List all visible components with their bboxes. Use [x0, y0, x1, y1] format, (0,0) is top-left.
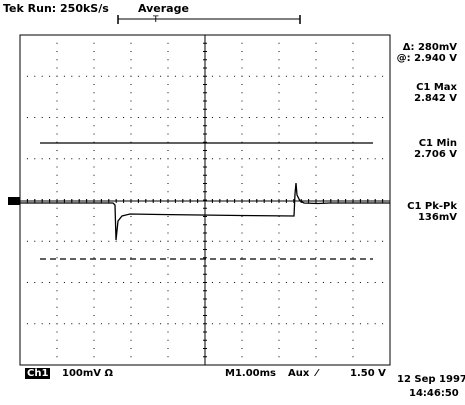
c1-pkpk-label: C1 Pk-Pk: [407, 201, 457, 212]
trigger-slope-icon: ⁄: [316, 368, 318, 379]
c1-pkpk-readout: C1 Pk-Pk 136mV: [407, 201, 457, 223]
c1-min-readout: C1 Min 2.706 V: [414, 138, 457, 160]
record-window-bracket: [117, 15, 301, 24]
acquisition-status: Tek Run: 250kS/s: [3, 2, 109, 15]
cursor-delta-readout: Δ: 280mV @: 2.940 V: [397, 42, 457, 64]
c1-max-readout: C1 Max 2.842 V: [414, 82, 457, 104]
c1-pkpk-value: 136mV: [417, 212, 457, 223]
timebase-readout: M1.00ms: [225, 368, 276, 379]
c1-max-label: C1 Max: [416, 82, 457, 93]
trigger-position-marker: T: [152, 15, 159, 25]
channel1-ground-marker[interactable]: [8, 197, 20, 205]
channel1-waveform: [20, 182, 390, 241]
cursor-position-value: @: 2.940 V: [396, 53, 457, 64]
axis-ticks: [26, 42, 384, 358]
time-stamp: 14:46:50: [409, 388, 459, 399]
trigger-source: Aux: [288, 368, 310, 379]
channel1-badge[interactable]: Ch1: [25, 368, 51, 379]
date-stamp: 12 Sep 1997: [397, 374, 465, 385]
delta-value: Δ: 280mV: [402, 42, 457, 53]
c1-min-value: 2.706 V: [414, 149, 457, 160]
c1-max-value: 2.842 V: [414, 93, 457, 104]
trigger-level: 1.50 V: [350, 368, 386, 379]
c1-min-label: C1 Min: [418, 138, 457, 149]
channel1-scale: 100mV Ω: [62, 368, 114, 379]
acquisition-mode: Average: [138, 2, 189, 15]
channel1-indicator: Ch1: [25, 368, 51, 379]
